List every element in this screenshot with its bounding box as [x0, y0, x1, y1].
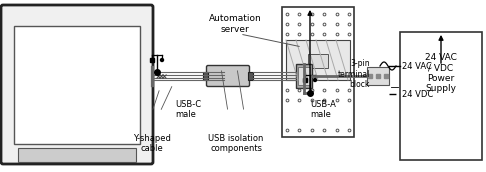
Text: Automation
server: Automation server [208, 14, 261, 34]
FancyBboxPatch shape [207, 66, 249, 87]
Bar [14, 26, 140, 144]
Text: 3-pin
terminal
block: 3-pin terminal block [338, 59, 370, 89]
Circle shape [313, 78, 316, 82]
FancyBboxPatch shape [1, 5, 153, 164]
Text: 24 VDC: 24 VDC [402, 89, 433, 99]
Bar [298, 67, 310, 85]
Bar [286, 40, 350, 80]
Bar [308, 54, 328, 68]
Bar [248, 72, 253, 80]
Bar [18, 148, 136, 162]
Text: USB-A
male: USB-A male [310, 100, 336, 119]
Text: 24 VAC: 24 VAC [402, 62, 432, 71]
Bar [282, 7, 354, 137]
Text: Y-shaped
cable: Y-shaped cable [133, 134, 171, 153]
Text: USB-C
male: USB-C male [175, 100, 201, 119]
Bar [203, 72, 208, 80]
Bar [400, 32, 482, 160]
Text: USB isolation
components: USB isolation components [208, 134, 264, 153]
Bar [367, 67, 389, 85]
Bar [296, 64, 312, 88]
Circle shape [160, 58, 163, 62]
Text: 24 VAC
/ VDC
Power
Supply: 24 VAC / VDC Power Supply [425, 53, 457, 93]
